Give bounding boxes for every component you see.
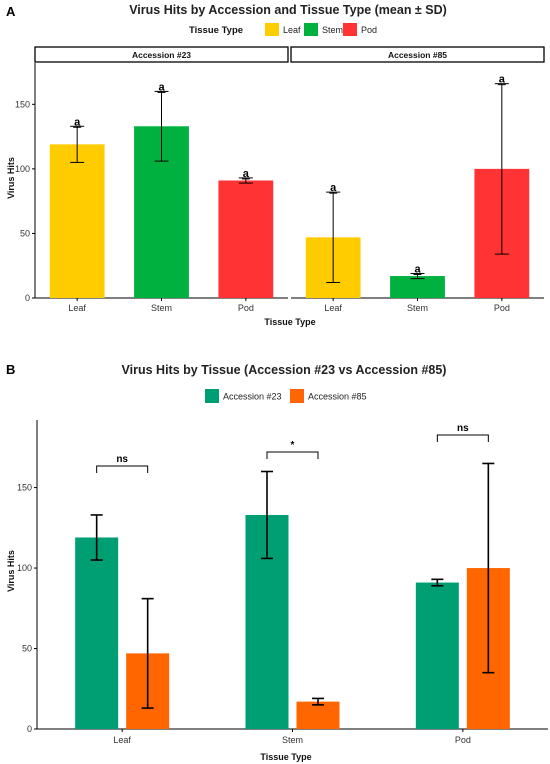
panel-a-legend-title: Tissue Type — [189, 25, 243, 36]
bar-accession-23-pod — [415, 582, 459, 729]
significance-bracket-leaf — [96, 465, 149, 473]
panel-b-y-tick-label-0: 0 — [27, 724, 32, 734]
panel-b-y-tick-label-100: 100 — [17, 563, 32, 573]
bar-accession-85-stem — [390, 276, 445, 298]
significance-letter-accession-23-stem: a — [158, 81, 165, 93]
significance-letter-accession-85-stem: a — [414, 263, 421, 275]
bar-accession-23-leaf — [49, 144, 105, 298]
legend-label-stem: Stem — [322, 25, 343, 35]
significance-letter-accession-85-pod: a — [499, 74, 506, 86]
x-tick-label-accession-23-leaf: Leaf — [68, 303, 86, 313]
x-tick-label-accession-23-stem: Stem — [151, 303, 172, 313]
panel-a-y-tick-label-50: 50 — [20, 228, 30, 238]
legend-swatch-accession-23 — [205, 389, 219, 403]
legend-swatch-pod — [343, 23, 357, 36]
legend-swatch-leaf — [265, 23, 279, 36]
panel-b-x-tick-label-pod: Pod — [455, 735, 471, 745]
x-tick-label-accession-23-pod: Pod — [238, 303, 254, 313]
panel-b-x-axis-title: Tissue Type — [260, 752, 311, 762]
panel-a-y-tick-label-0: 0 — [25, 293, 30, 303]
panel-b-x-tick-label-stem: Stem — [282, 735, 303, 745]
panel-b-legend: Accession #23 Accession #85 — [205, 389, 367, 403]
panel-b-plot-area: 0 50 100 150 ns Leaf * Stem ns Pod — [17, 420, 548, 745]
x-tick-label-accession-85-leaf: Leaf — [324, 303, 342, 313]
legend-swatch-accession-85 — [290, 389, 304, 403]
x-tick-label-accession-85-pod: Pod — [494, 303, 510, 313]
bar-accession-23-pod — [218, 180, 274, 298]
legend-label-accession-85: Accession #85 — [308, 392, 367, 402]
bar-accession-23-leaf — [75, 537, 119, 729]
panel-b-letter: B — [6, 362, 15, 377]
panel-b-y-tick-label-50: 50 — [22, 644, 32, 654]
significance-label-stem: * — [291, 440, 295, 451]
legend-label-leaf: Leaf — [283, 25, 301, 35]
panel-a-legend: Tissue Type Leaf Stem Pod — [189, 23, 377, 36]
significance-letter-accession-85-leaf: a — [330, 182, 337, 194]
facet-strip-accession-23 — [34, 46, 289, 63]
legend-label-accession-23: Accession #23 — [223, 392, 282, 402]
panel-a-plot-area: 0 50 100 150 a Leaf a Stem a Pod a Leaf a Stem a Pod — [15, 63, 544, 313]
panel-a: A Virus Hits by Accession and Tissue Typ… — [6, 3, 545, 327]
panel-a-y-tick-label-150: 150 — [15, 99, 30, 109]
panel-a-title: Virus Hits by Accession and Tissue Type … — [129, 3, 447, 17]
facet-label-accession-85: Accession #85 — [388, 50, 447, 60]
bar-accession-85-stem — [296, 701, 340, 729]
significance-label-pod: ns — [457, 423, 469, 434]
panel-b: B Virus Hits by Tissue (Accession #23 vs… — [6, 362, 548, 762]
facet-strip-accession-85 — [290, 46, 545, 63]
significance-letter-accession-23-pod: a — [243, 168, 250, 180]
facet-label-accession-23: Accession #23 — [132, 50, 191, 60]
panel-b-y-axis-title: Virus Hits — [6, 550, 16, 592]
significance-letter-accession-23-leaf: a — [74, 116, 81, 128]
significance-bracket-pod — [436, 434, 489, 442]
legend-label-pod: Pod — [361, 25, 377, 35]
panel-a-y-tick-label-100: 100 — [15, 164, 30, 174]
panel-a-y-axis-title: Virus Hits — [6, 157, 16, 199]
x-tick-label-accession-85-stem: Stem — [407, 303, 428, 313]
significance-label-leaf: ns — [116, 454, 128, 465]
panel-b-title: Virus Hits by Tissue (Accession #23 vs A… — [122, 363, 447, 377]
panel-a-x-axis-title: Tissue Type — [264, 317, 315, 327]
panel-b-x-tick-label-leaf: Leaf — [113, 735, 131, 745]
legend-swatch-stem — [304, 23, 318, 36]
panel-a-letter: A — [6, 4, 16, 19]
significance-bracket-stem — [266, 451, 319, 459]
panel-b-y-tick-label-150: 150 — [17, 483, 32, 493]
